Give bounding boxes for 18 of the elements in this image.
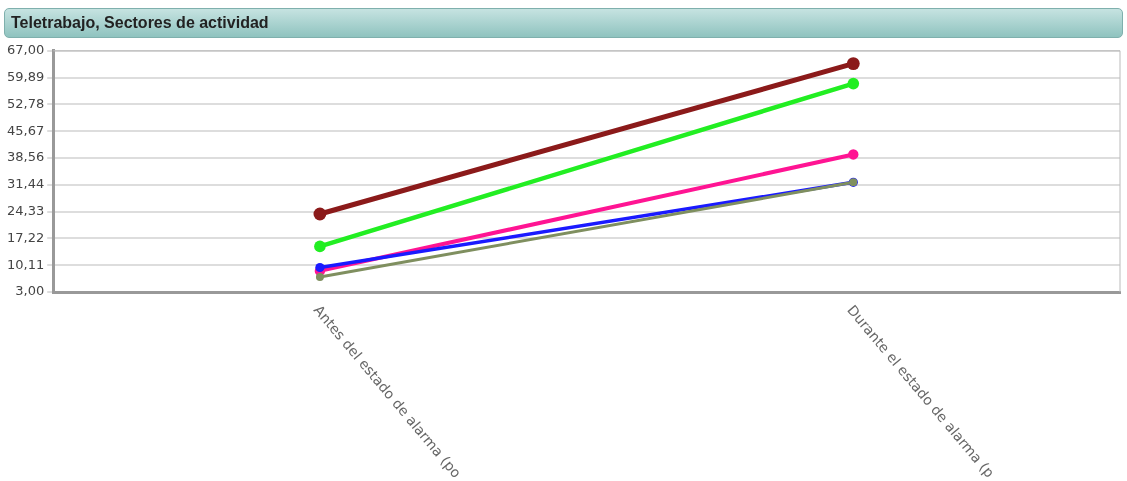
y-tick-label: 59,89: [7, 68, 45, 84]
y-tick-label: 67,00: [7, 42, 45, 58]
point: [315, 272, 324, 281]
y-tick-label: 17,22: [7, 229, 45, 245]
y-tick-label: 24,33: [7, 202, 45, 218]
point: [848, 149, 859, 160]
chart-title: Teletrabajo, Sectores de actividad: [11, 14, 269, 32]
point: [315, 262, 325, 273]
y-tick-label: 31,44: [7, 176, 45, 192]
point: [314, 240, 326, 253]
point: [313, 207, 327, 221]
point: [847, 77, 860, 90]
point: [846, 57, 860, 71]
y-tick-label: 10,11: [7, 256, 45, 272]
y-tick-label: 3,00: [15, 283, 45, 299]
y-tick-label: 38,56: [7, 149, 45, 165]
y-tick-label: 52,78: [7, 95, 45, 111]
y-tick-label: 45,67: [7, 122, 45, 138]
